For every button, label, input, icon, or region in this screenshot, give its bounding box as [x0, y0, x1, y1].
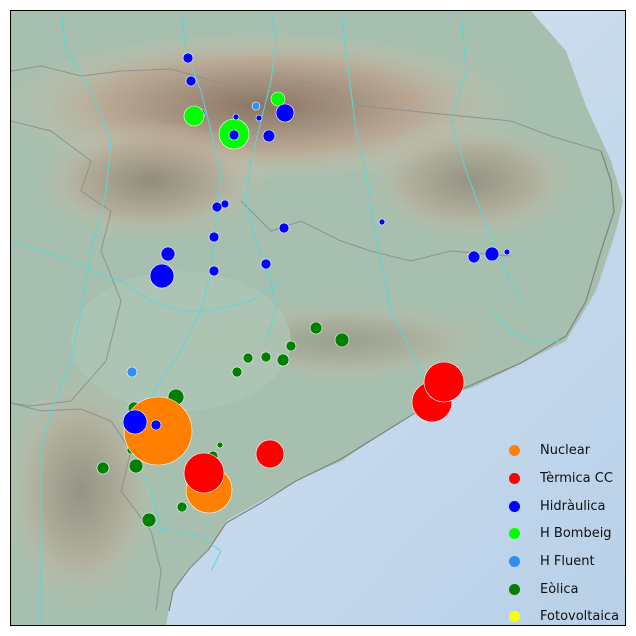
plant-marker-bombeig	[270, 91, 286, 107]
plant-marker-hidraulica	[185, 75, 197, 87]
plant-marker-eolica	[128, 458, 144, 474]
plant-marker-termica	[183, 452, 225, 494]
plant-marker-hidraulica	[208, 265, 220, 277]
legend-item-fotovoltaica: Fotovoltaica	[503, 603, 625, 625]
plant-marker-eolica	[96, 461, 110, 475]
legend-marker-bombeig	[509, 528, 520, 540]
plant-marker-hidraulica	[467, 250, 481, 264]
plant-marker-termica	[423, 361, 465, 403]
legend-marker-nuclear	[509, 445, 520, 457]
plant-marker-eolica	[242, 352, 254, 364]
plant-marker-termica	[255, 439, 285, 469]
plant-marker-hidraulica	[220, 199, 230, 209]
legend-label-nuclear: Nuclear	[540, 443, 591, 459]
plant-marker-eolica	[334, 332, 350, 348]
plant-marker-fluent	[251, 101, 261, 111]
plant-marker-hidraulica	[208, 231, 220, 243]
legend-marker-hidraulica	[509, 500, 520, 512]
plant-marker-hidraulica	[255, 114, 263, 122]
border-west	[11, 120, 122, 407]
plant-marker-hidraulica	[260, 258, 272, 270]
map-canvas[interactable]	[11, 11, 626, 626]
legend-item-fluent: H Fluent	[503, 548, 625, 576]
legend-label-bombeig: H Bombeig	[540, 526, 612, 542]
plant-marker-eolica	[260, 351, 272, 363]
border-north	[11, 65, 602, 152]
prepyrenees	[31, 121, 271, 241]
power-plants	[96, 52, 511, 528]
plant-marker-eolica	[176, 501, 188, 513]
plant-marker-hidraulica	[160, 246, 176, 262]
plant-marker-hidraulica	[378, 218, 386, 226]
plant-marker-hidraulica	[150, 419, 162, 431]
legend-label-fotovoltaica: Fotovoltaica	[540, 609, 620, 625]
legend-label-fluent: H Fluent	[540, 554, 595, 570]
southern-range	[11, 371, 161, 611]
plant-marker-eolica	[285, 340, 297, 352]
legend: Nuclear Tèrmica CC Hidràulica H Bombeig …	[503, 437, 625, 625]
plant-marker-hidraulica	[275, 103, 295, 123]
legend-item-nuclear: Nuclear	[503, 437, 625, 465]
map-frame[interactable]: Nuclear Tèrmica CC Hidràulica H Bombeig …	[10, 10, 626, 626]
central-plain	[71, 271, 291, 411]
legend-marker-fluent	[509, 556, 520, 568]
plant-marker-hidraulica	[278, 222, 290, 234]
plant-marker-eolica	[276, 353, 290, 367]
plant-marker-eolica	[216, 441, 224, 449]
legend-marker-termica	[509, 473, 520, 485]
border-inner	[240, 200, 512, 262]
legend-item-hidraulica: Hidràulica	[503, 492, 625, 520]
plant-marker-hidraulica	[503, 248, 511, 256]
legend-item-bombeig: H Bombeig	[503, 520, 625, 548]
legend-label-eolica: Eòlica	[540, 581, 579, 597]
coastline	[168, 150, 615, 612]
plant-marker-hidraulica	[232, 113, 240, 121]
legend-marker-fotovoltaica	[509, 611, 520, 623]
plant-marker-eolica	[309, 321, 323, 335]
plant-marker-hidraulica	[262, 129, 276, 143]
plant-marker-eolica	[231, 366, 243, 378]
plant-marker-hidraulica	[122, 409, 148, 435]
plant-marker-hidraulica	[211, 201, 223, 213]
plant-marker-hidraulica	[182, 52, 194, 64]
plant-marker-hidraulica	[228, 129, 240, 141]
eastern-range	[361, 121, 581, 241]
plant-marker-hidraulica	[484, 246, 500, 262]
legend-label-termica: Tèrmica CC	[540, 471, 613, 487]
legend-item-termica: Tèrmica CC	[503, 465, 625, 493]
legend-marker-eolica	[509, 583, 520, 595]
plant-marker-eolica	[141, 512, 157, 528]
plant-marker-bombeig	[183, 105, 205, 127]
legend-item-eolica: Eòlica	[503, 575, 625, 603]
plant-marker-fluent	[126, 366, 138, 378]
legend-label-hidraulica: Hidràulica	[540, 498, 606, 514]
plant-marker-hidraulica	[149, 263, 175, 289]
